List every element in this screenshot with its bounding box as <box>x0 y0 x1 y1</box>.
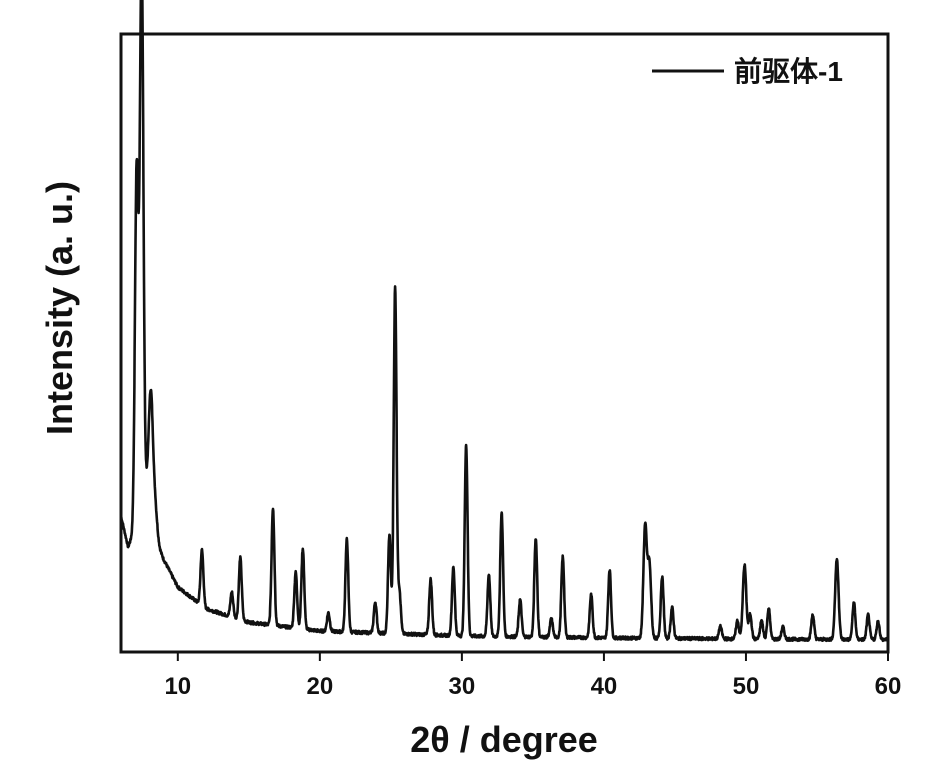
x-tick-label: 60 <box>875 673 902 700</box>
plot-frame <box>119 32 890 654</box>
y-axis-title: Intensity (a. u.) <box>39 181 80 435</box>
legend-label: 前驱体-1 <box>734 55 843 87</box>
legend: 前驱体-1 <box>652 55 843 87</box>
x-axis-title: 2θ / degree <box>410 719 598 760</box>
x-tick-label: 10 <box>164 673 191 700</box>
x-tick-label: 30 <box>449 673 476 700</box>
x-tick-label: 40 <box>591 673 618 700</box>
series-line-precursor-1 <box>119 0 890 643</box>
x-tick-label: 50 <box>733 673 760 700</box>
x-axis-ticks: 10 20 30 40 50 60 <box>164 652 901 700</box>
x-tick-label: 20 <box>307 673 334 700</box>
